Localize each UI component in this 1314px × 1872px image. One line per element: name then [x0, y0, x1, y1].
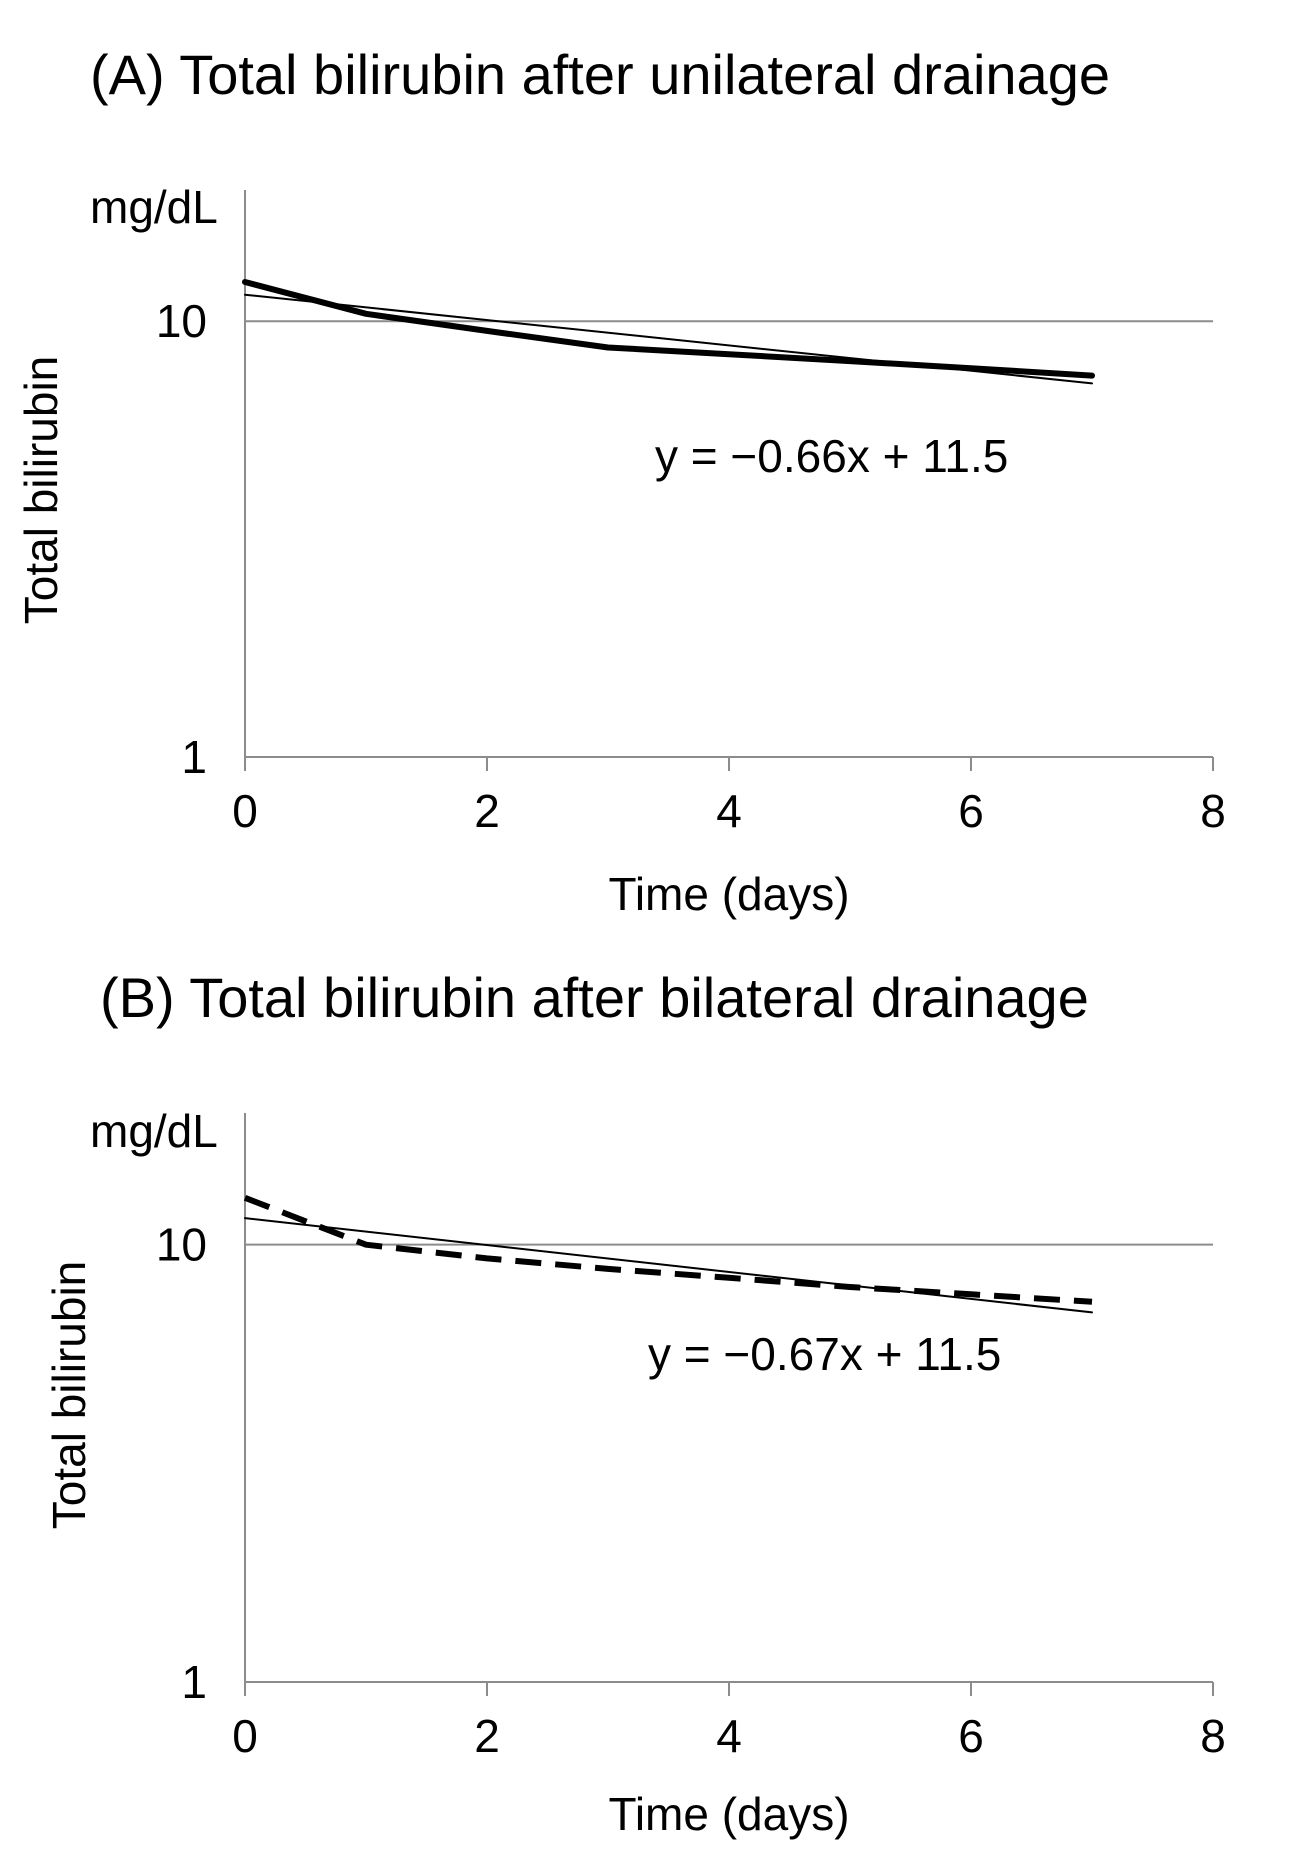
panel-a-y-tick-label: 10: [156, 295, 207, 347]
panel-a-y-axis-label: Total bilirubin: [15, 356, 67, 624]
panel-b-x-tick-label: 4: [716, 1710, 742, 1762]
panel-b-title: (B) Total bilirubin after bilateral drai…: [100, 966, 1089, 1029]
panel-b-unit-label: mg/dL: [90, 1105, 218, 1157]
panel-b-x-tick-label: 8: [1200, 1710, 1226, 1762]
panel-a-trend-equation: y = −0.66x + 11.5: [655, 430, 1008, 482]
panel-a-x-tick-label: 6: [958, 785, 984, 837]
panel-b-data-line: [243, 1195, 1093, 1305]
panel-b-y-tick-label: 1: [181, 1656, 207, 1708]
panel-a-unit-label: mg/dL: [90, 181, 218, 233]
panel-a-trend-line: [244, 293, 1093, 385]
panel-b-x-tick-label: 0: [232, 1710, 258, 1762]
panel-b-trend-line: [244, 1217, 1093, 1314]
panel-a-y-tick-label: 1: [181, 731, 207, 783]
panel-a-x-tick-label: 4: [716, 785, 742, 837]
panel-b-y-tick-label: 10: [156, 1219, 207, 1271]
panel-b-trend-equation: y = −0.67x + 11.5: [648, 1328, 1001, 1380]
panel-a-x-axis-label: Time (days): [608, 868, 849, 920]
panel-a-x-tick-label: 2: [474, 785, 500, 837]
panel-a-x-tick-label: 8: [1200, 785, 1226, 837]
panel-a-data-line: [242, 279, 1095, 379]
panel-b-x-tick-label: 2: [474, 1710, 500, 1762]
panel-a-x-tick-label: 0: [232, 785, 258, 837]
panel-a-title: (A) Total bilirubin after unilateral dra…: [90, 43, 1110, 106]
panel-b-x-axis-label: Time (days): [608, 1788, 849, 1840]
panel-b-x-tick-label: 6: [958, 1710, 984, 1762]
panel-b-y-axis-label: Total bilirubin: [43, 1261, 95, 1529]
